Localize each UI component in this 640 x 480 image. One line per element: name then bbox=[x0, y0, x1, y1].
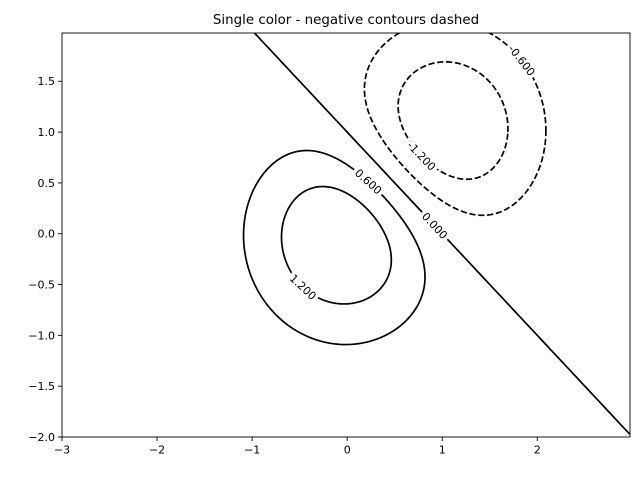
contour-label: -0.600 bbox=[505, 43, 537, 79]
y-tick-label: 1.0 bbox=[38, 126, 56, 139]
contour-level-0 bbox=[253, 33, 630, 436]
x-tick-label: 1 bbox=[439, 444, 446, 457]
contour-level-0.6 bbox=[242, 149, 426, 346]
y-tick-label: −1.0 bbox=[28, 329, 55, 342]
contour-level-1.2 bbox=[280, 185, 393, 305]
y-tick-label: 1.5 bbox=[38, 75, 56, 88]
y-tick-label: 0.5 bbox=[38, 177, 56, 190]
x-tick-label: 2 bbox=[534, 444, 541, 457]
y-tick-label: −0.5 bbox=[28, 278, 55, 291]
chart-title: Single color - negative contours dashed bbox=[213, 13, 479, 28]
y-tick-label: −1.5 bbox=[28, 380, 55, 393]
y-tick-label: 0.0 bbox=[38, 228, 56, 241]
contour-label: 0.600 bbox=[352, 166, 384, 197]
contour-lines-group bbox=[242, 33, 630, 436]
y-tick-label: −2.0 bbox=[28, 431, 55, 444]
contour-label: -1.200 bbox=[404, 139, 438, 174]
contour-label: 0.000 bbox=[419, 210, 450, 242]
contour-level--1.2 bbox=[397, 61, 509, 181]
axes-frame bbox=[61, 32, 631, 438]
contour-label: 1.200 bbox=[287, 272, 319, 303]
x-tick-label: −3 bbox=[54, 444, 70, 457]
x-tick-label: −2 bbox=[149, 444, 165, 457]
x-tick-label: −1 bbox=[244, 444, 260, 457]
x-tick-label: 0 bbox=[344, 444, 351, 457]
